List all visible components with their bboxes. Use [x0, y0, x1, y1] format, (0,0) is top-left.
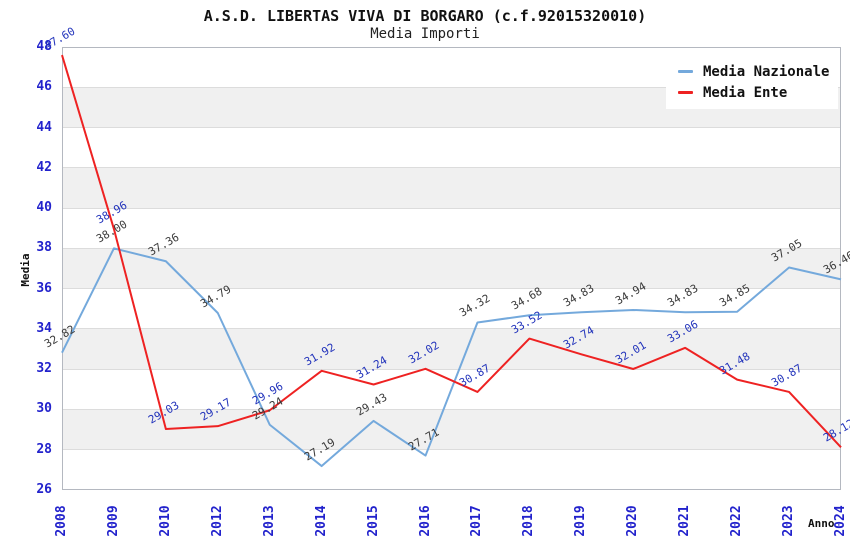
gridline	[62, 127, 841, 129]
plot-band	[62, 409, 841, 450]
legend-label: Media Ente	[703, 84, 788, 101]
x-axis-title: Anno	[808, 517, 835, 530]
legend-line-swatch	[678, 70, 693, 73]
gridline	[62, 288, 841, 290]
legend: Media Nazionale Media Ente	[666, 55, 838, 109]
media-ente-line	[61, 54, 842, 448]
gridline	[62, 449, 841, 451]
y-tick-label: 48	[36, 39, 52, 54]
y-tick-label: 38	[36, 240, 52, 256]
gridline	[62, 368, 841, 370]
y-tick-label: 46	[36, 79, 52, 95]
gridline	[62, 328, 841, 330]
legend-item-media-ente: Media Ente	[674, 82, 830, 103]
chart-title: A.S.D. LIBERTAS VIVA DI BORGARO (c.f.920…	[203, 7, 647, 25]
y-tick-label: 26	[36, 482, 52, 497]
y-tick-label: 30	[36, 401, 52, 417]
gridline	[62, 408, 841, 410]
gridline	[62, 86, 841, 88]
y-tick-label: 36	[36, 280, 52, 296]
y-tick-label: 32	[36, 361, 52, 377]
y-tick-label: 42	[36, 159, 52, 175]
plot-band	[62, 167, 841, 209]
plot-band	[62, 248, 841, 289]
media-nazionale-line	[61, 247, 842, 468]
y-tick-label: 44	[36, 119, 52, 135]
legend-label: Media Nazionale	[703, 63, 830, 80]
chart-subtitle: Media Importi	[370, 26, 480, 42]
gridline	[62, 247, 841, 249]
y-tick-label: 34	[36, 320, 52, 336]
gridline	[62, 167, 841, 169]
gridline	[62, 207, 841, 209]
legend-item-media-nazionale: Media Nazionale	[674, 61, 830, 82]
legend-line-swatch	[678, 91, 693, 94]
plot-band	[62, 328, 841, 370]
y-tick-label: 28	[36, 441, 52, 457]
y-tick-label: 40	[36, 200, 52, 216]
